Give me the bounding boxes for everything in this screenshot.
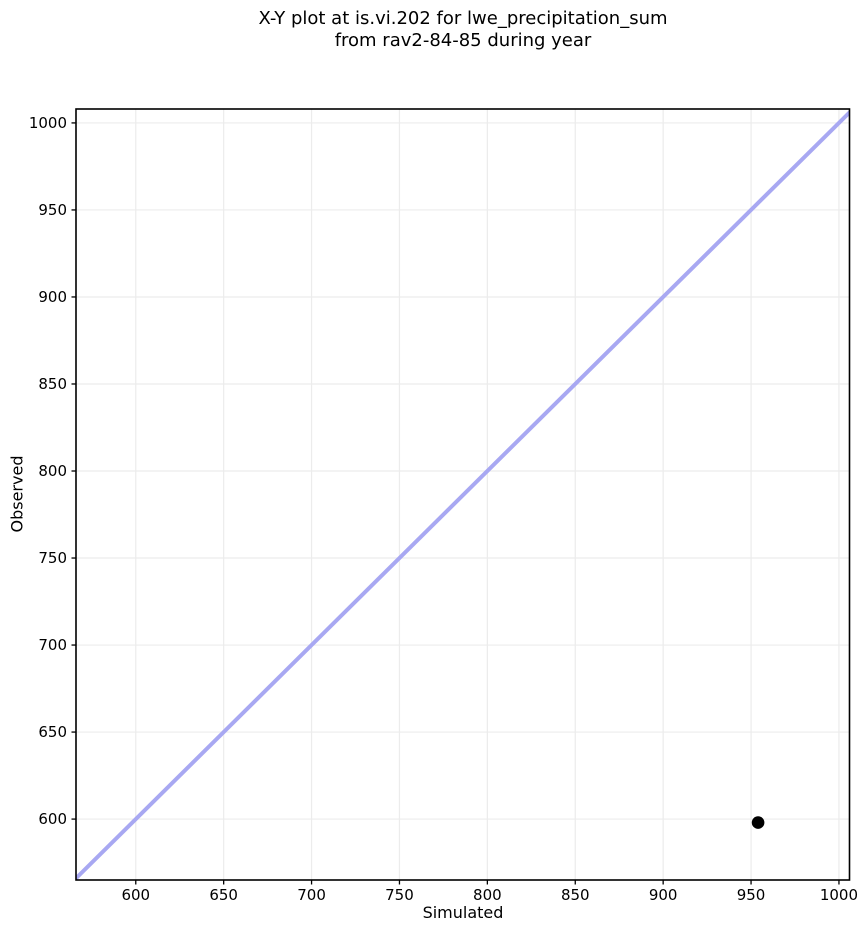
y-axis-label: Observed <box>7 455 27 533</box>
x-tick-label: 800 <box>473 886 502 904</box>
identity-line <box>76 109 850 880</box>
y-tick-label: 900 <box>38 288 67 306</box>
y-tick-label: 1000 <box>29 114 67 132</box>
y-tick-label: 850 <box>38 375 67 393</box>
x-tick-label: 900 <box>649 886 678 904</box>
chart-title: X-Y plot at is.vi.202 for lwe_precipitat… <box>76 8 850 52</box>
x-tick-label: 1000 <box>820 886 858 904</box>
x-tick-label: 950 <box>737 886 766 904</box>
y-tick-label: 950 <box>38 201 67 219</box>
x-tick-label: 600 <box>121 886 150 904</box>
x-axis-label: Simulated <box>422 903 504 922</box>
y-tick-label: 600 <box>38 810 67 828</box>
x-tick-label: 750 <box>385 886 414 904</box>
x-tick-label: 650 <box>209 886 238 904</box>
y-tick-label: 750 <box>38 549 67 567</box>
y-tick-label: 700 <box>38 636 67 654</box>
chart-title-line-1: X-Y plot at is.vi.202 for lwe_precipitat… <box>258 8 668 29</box>
data-point <box>751 816 765 829</box>
x-tick-label: 700 <box>297 886 326 904</box>
y-tick-label: 650 <box>38 723 67 741</box>
plot-border <box>75 108 851 881</box>
chart-title-line-2: from rav2-84-85 during year <box>334 30 592 51</box>
x-tick-label: 850 <box>561 886 590 904</box>
y-tick-label: 800 <box>38 462 67 480</box>
